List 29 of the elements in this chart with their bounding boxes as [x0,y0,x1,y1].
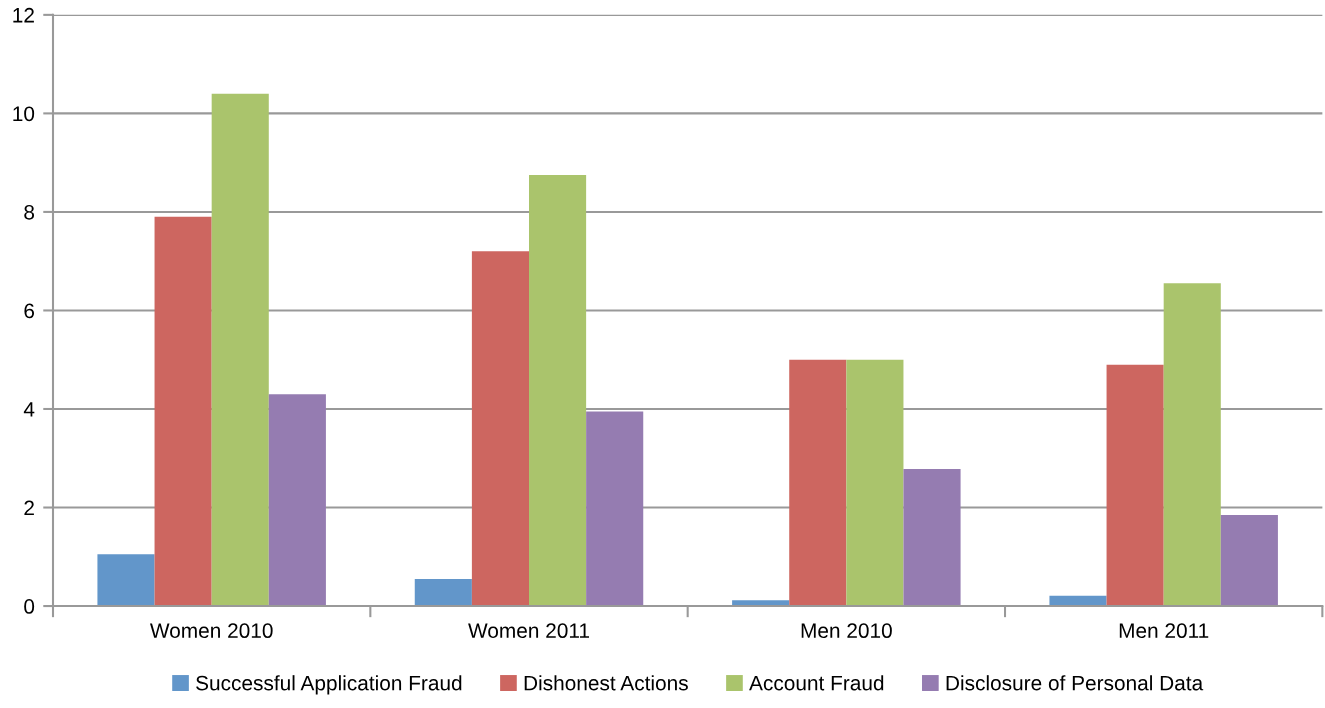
bar [529,174,587,607]
bar [154,216,212,607]
legend-label: Disclosure of Personal Data [946,675,1204,691]
y-tick-label: 10 [13,106,35,122]
y-tick-label: 2 [24,500,34,516]
y-tick-label: 8 [24,204,35,220]
bar [97,554,155,607]
bar [414,578,472,607]
y-tick-label: 12 [13,7,34,23]
bar [1163,283,1221,607]
y-tick-label: 6 [24,303,35,319]
legend-label: Dishonest Actions [524,675,688,691]
y-tick-label: 0 [24,599,35,614]
bar [903,469,961,607]
bar [1106,364,1164,607]
bar [471,251,530,607]
legend-label: Account Fraud [749,675,884,691]
y-tick-label: 4 [23,402,35,417]
x-tick-label: Women 2010 [149,623,273,639]
x-tick-label: Women 2011 [468,623,589,639]
bar [211,93,269,607]
legend-label: Successful Application Fraud [196,675,462,695]
bar [1220,514,1278,607]
bar [846,359,904,607]
x-tick-label: Men 2011 [1119,623,1209,639]
bar [586,411,644,607]
x-tick-label: Men 2010 [801,623,892,639]
bar [268,394,326,607]
bar [789,359,847,607]
